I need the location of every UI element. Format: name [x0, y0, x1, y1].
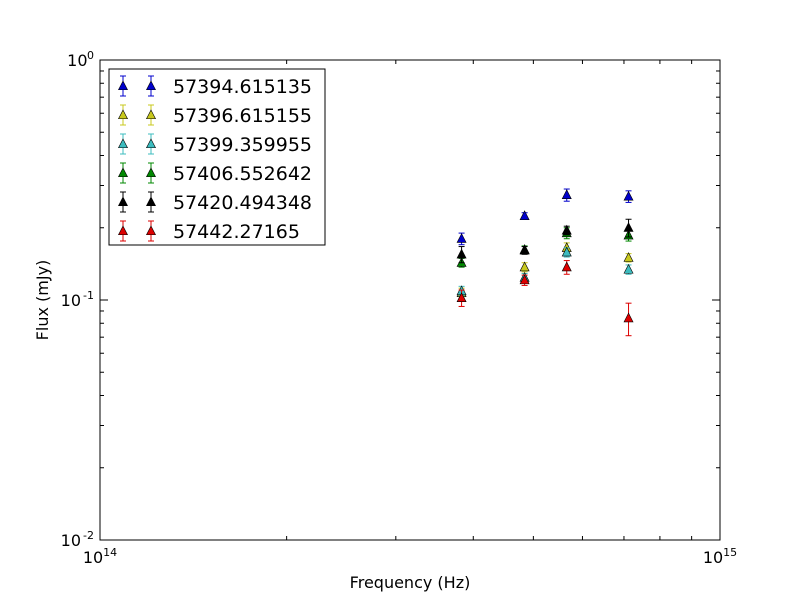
data-point: [456, 233, 467, 243]
legend: 57394.615135 57396.615155 57399.359955 5740…: [108, 68, 326, 246]
legend-marker: [118, 138, 128, 149]
y-axis-label: Flux (mJy): [33, 260, 52, 341]
plot-frame: [99, 59, 721, 541]
series-5: [456, 218, 634, 264]
data-point: [519, 244, 530, 255]
data-point: [519, 210, 530, 220]
data-points-layer: [456, 188, 634, 337]
data-point: [456, 292, 467, 302]
legend-marker: [118, 167, 128, 178]
legend-marker: [118, 196, 128, 207]
series-6: [456, 260, 634, 337]
legend-marker: [146, 196, 156, 207]
series-1: [456, 188, 634, 246]
legend-marker: [146, 80, 156, 91]
legend-marker: [118, 80, 128, 91]
legend-marker: [118, 109, 128, 120]
data-point: [623, 190, 634, 201]
legend-label: 57399.359955: [173, 134, 312, 156]
legend-marker: [146, 138, 156, 149]
legend-box: [108, 68, 326, 246]
legend-label: 57420.494348: [173, 192, 312, 214]
data-point: [623, 312, 634, 323]
data-point: [623, 252, 634, 262]
legend-label: 57396.615155: [173, 105, 312, 127]
legend-label: 57394.615135: [173, 76, 312, 98]
data-point: [561, 224, 572, 235]
legend-marker: [146, 225, 156, 236]
x-axis-label: Frequency (Hz): [350, 573, 471, 592]
y-tick-label: 100: [67, 49, 94, 70]
data-point: [623, 222, 634, 232]
data-point: [561, 189, 572, 199]
legend-marker: [146, 167, 156, 178]
data-point: [519, 261, 530, 272]
legend-marker: [146, 109, 156, 120]
legend-label: 57442.27165: [173, 221, 300, 243]
data-point: [561, 261, 572, 272]
data-point: [623, 263, 634, 274]
legend-label: 57406.552642: [173, 163, 312, 185]
data-point: [519, 274, 530, 285]
data-point: [561, 246, 572, 257]
data-point: [456, 248, 467, 259]
legend-marker: [118, 225, 128, 236]
